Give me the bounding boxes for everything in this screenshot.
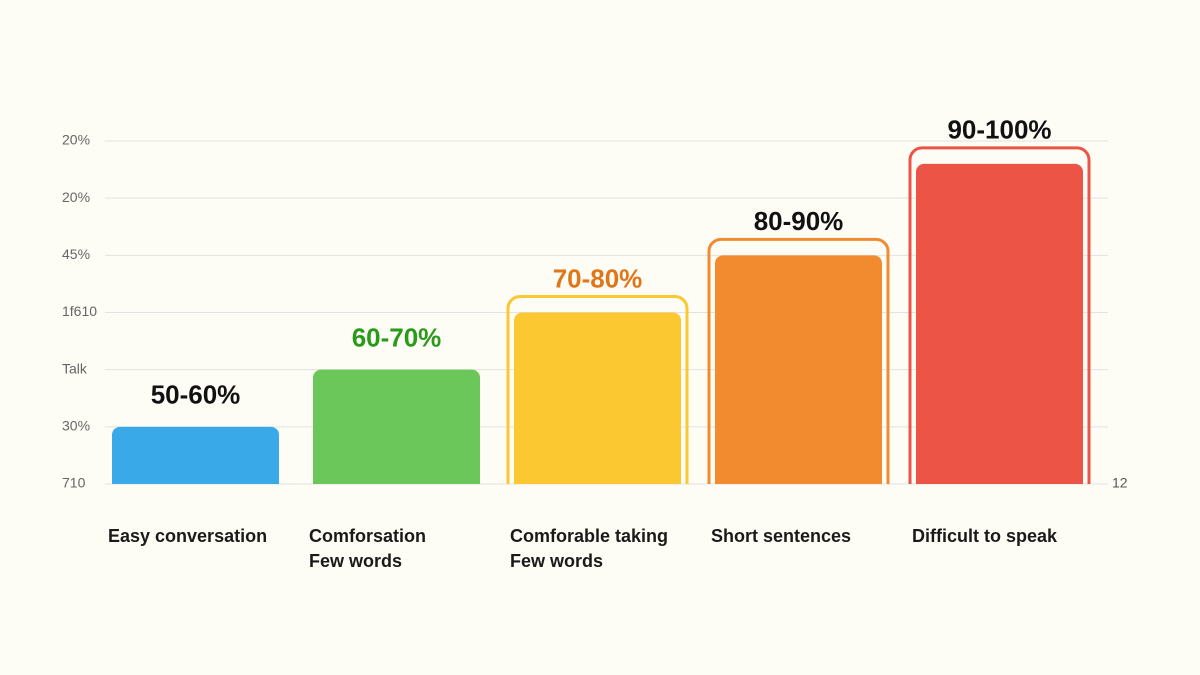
bar (715, 255, 882, 484)
y-tick-label: 710 (62, 475, 86, 491)
y-tick-label: 20% (62, 132, 90, 148)
x-tick-label: Comforable taking Few words (510, 526, 669, 571)
x-tick-label: Comforsation Few words (309, 526, 426, 571)
value-label: 50-60% (151, 380, 241, 410)
value-label: 80-90% (754, 206, 844, 236)
value-label: 60-70% (352, 323, 442, 353)
bar (916, 163, 1083, 484)
bar (313, 369, 480, 484)
bar (514, 312, 681, 484)
value-label: 90-100% (947, 115, 1051, 145)
value-label: 70-80% (553, 263, 643, 293)
y-tick-label: 1f610 (62, 303, 97, 319)
x-tick-label: Easy conversation (108, 526, 268, 546)
y-tick-label: Talk (62, 360, 88, 376)
bar-outline (707, 237, 890, 484)
y-tick-label: 45% (62, 246, 90, 262)
x-tick-label: Difficult to speak (912, 526, 1058, 546)
y-tick-label: 30% (62, 418, 90, 434)
right-label: 12 (1112, 475, 1128, 491)
bar (112, 426, 279, 484)
x-tick-label: Short sentences (711, 526, 852, 546)
y-tick-label: 20% (62, 189, 90, 205)
bar-outline (506, 295, 689, 484)
bar-outline (908, 146, 1091, 484)
